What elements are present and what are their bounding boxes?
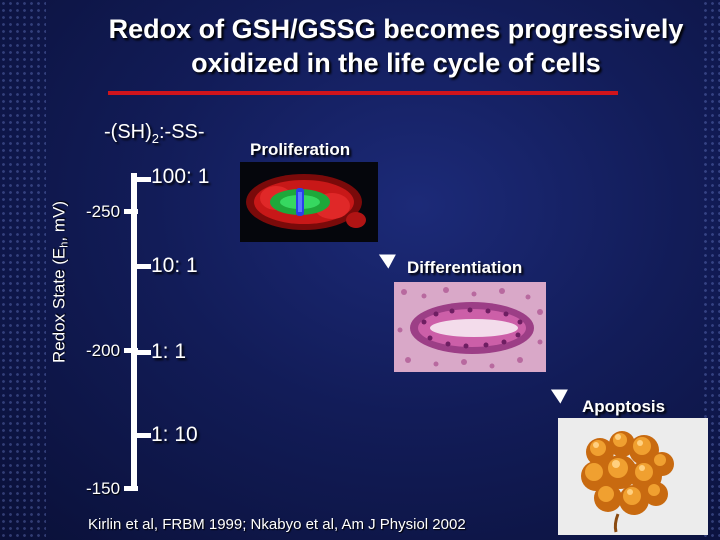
proliferation-image [240,162,378,242]
arrow-apoptosis [547,382,568,404]
axis-title: Redox State (Eh, mV) [50,201,71,363]
left-dot-pattern [0,0,46,540]
axis-title-subscript: h [58,241,71,248]
apoptosis-micrograph-svg [558,418,708,535]
tick-label-mv-250: -250 [86,202,121,221]
title-line-1: Redox of GSH/GSSG becomes progressively [108,14,684,44]
tick-label-mv-150: -150 [86,479,121,498]
ratio-header-prefix: -(SH) [104,121,152,143]
stage-label-apoptosis: Apoptosis [582,397,666,416]
stage-label-proliferation: Proliferation [250,140,351,159]
tick-mv-250 [124,209,138,214]
citation: Kirlin et al, FRBM 1999; Nkabyo et al, A… [88,516,466,533]
axis-line [131,173,137,490]
ratio-label-10-1: 10: 1 [151,254,198,277]
slide-title: Redox of GSH/GSSG becomes progressively … [60,12,720,80]
arrow-differentiation [375,247,396,269]
right-dot-pattern [702,0,720,540]
ratio-label-1-10: 1: 10 [151,423,198,446]
ratio-header: -(SH)2:-SS- [104,121,205,146]
proliferation-micrograph-svg [240,162,378,242]
axis-title-suffix: , mV) [49,200,69,242]
apoptosis-image [558,418,708,535]
tick-label-mv-200: -200 [86,341,121,360]
differentiation-micrograph-svg [394,282,546,372]
tick-mv-200 [124,348,138,353]
ratio-header-subscript: 2 [151,131,159,146]
ratio-label-100-1: 100: 1 [151,165,210,188]
title-line-2: oxidized in the life cycle of cells [191,48,601,78]
tick-ratio-1-1 [137,350,151,355]
tick-ratio-10-1 [137,264,151,269]
differentiation-image [394,282,546,372]
tick-mv-150 [124,486,138,491]
stage-label-differentiation: Differentiation [407,258,523,277]
ratio-header-suffix: :-SS- [159,121,205,143]
tick-ratio-100-1 [137,177,151,182]
axis-title-prefix: Redox State (E [49,247,69,364]
ratio-label-1-1: 1: 1 [151,340,187,363]
title-underline [108,91,618,95]
tick-ratio-1-10 [137,433,151,438]
